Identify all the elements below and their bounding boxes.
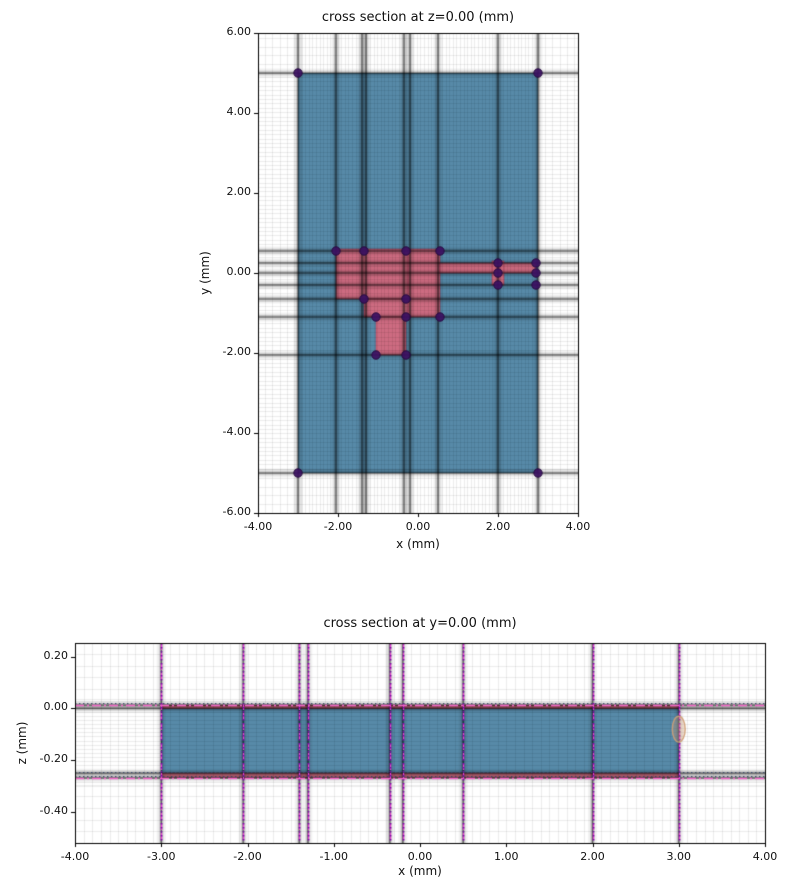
x-tick-label: 4.00 xyxy=(565,520,591,533)
chart1-title: cross section at z=0.00 (mm) xyxy=(321,10,515,25)
x-tick-label: 0.00 xyxy=(405,520,431,533)
y-tick-label: -4.00 xyxy=(222,425,251,438)
x-tick-label: 2.00 xyxy=(580,850,605,863)
x-tick-label: -1.00 xyxy=(319,850,348,863)
y-tick-label: 6.00 xyxy=(226,25,252,38)
chart2-x-axis-label: x (mm) xyxy=(398,864,442,878)
x-tick-label: -4.00 xyxy=(243,520,273,533)
x-tick-label: -2.00 xyxy=(233,850,262,863)
y-tick-label: -0.20 xyxy=(39,752,68,766)
x-tick-label: 1.00 xyxy=(494,850,519,863)
x-tick-label: 0.00 xyxy=(407,850,433,863)
chart1-x-axis-label: x (mm) xyxy=(396,537,440,551)
x-tick-label: 3.00 xyxy=(666,850,692,863)
y-tick-label: -2.00 xyxy=(222,345,251,358)
y-tick-label: 0.00 xyxy=(226,265,252,278)
chart2-title: cross section at y=0.00 (mm) xyxy=(323,616,517,631)
x-tick-label: -4.00 xyxy=(60,850,90,863)
y-tick-label: 2.00 xyxy=(226,185,252,198)
x-tick-label: -3.00 xyxy=(147,850,176,863)
y-tick-label: 0.00 xyxy=(43,700,69,714)
y-tick-label: 0.20 xyxy=(43,648,69,662)
y-tick-label: 4.00 xyxy=(226,105,252,118)
x-tick-label: 2.00 xyxy=(485,520,511,533)
x-tick-label: -2.00 xyxy=(323,520,353,533)
x-tick-label: 4.00 xyxy=(752,850,778,863)
y-tick-label: -6.00 xyxy=(222,505,251,518)
y-tick-label: -0.40 xyxy=(39,803,68,817)
